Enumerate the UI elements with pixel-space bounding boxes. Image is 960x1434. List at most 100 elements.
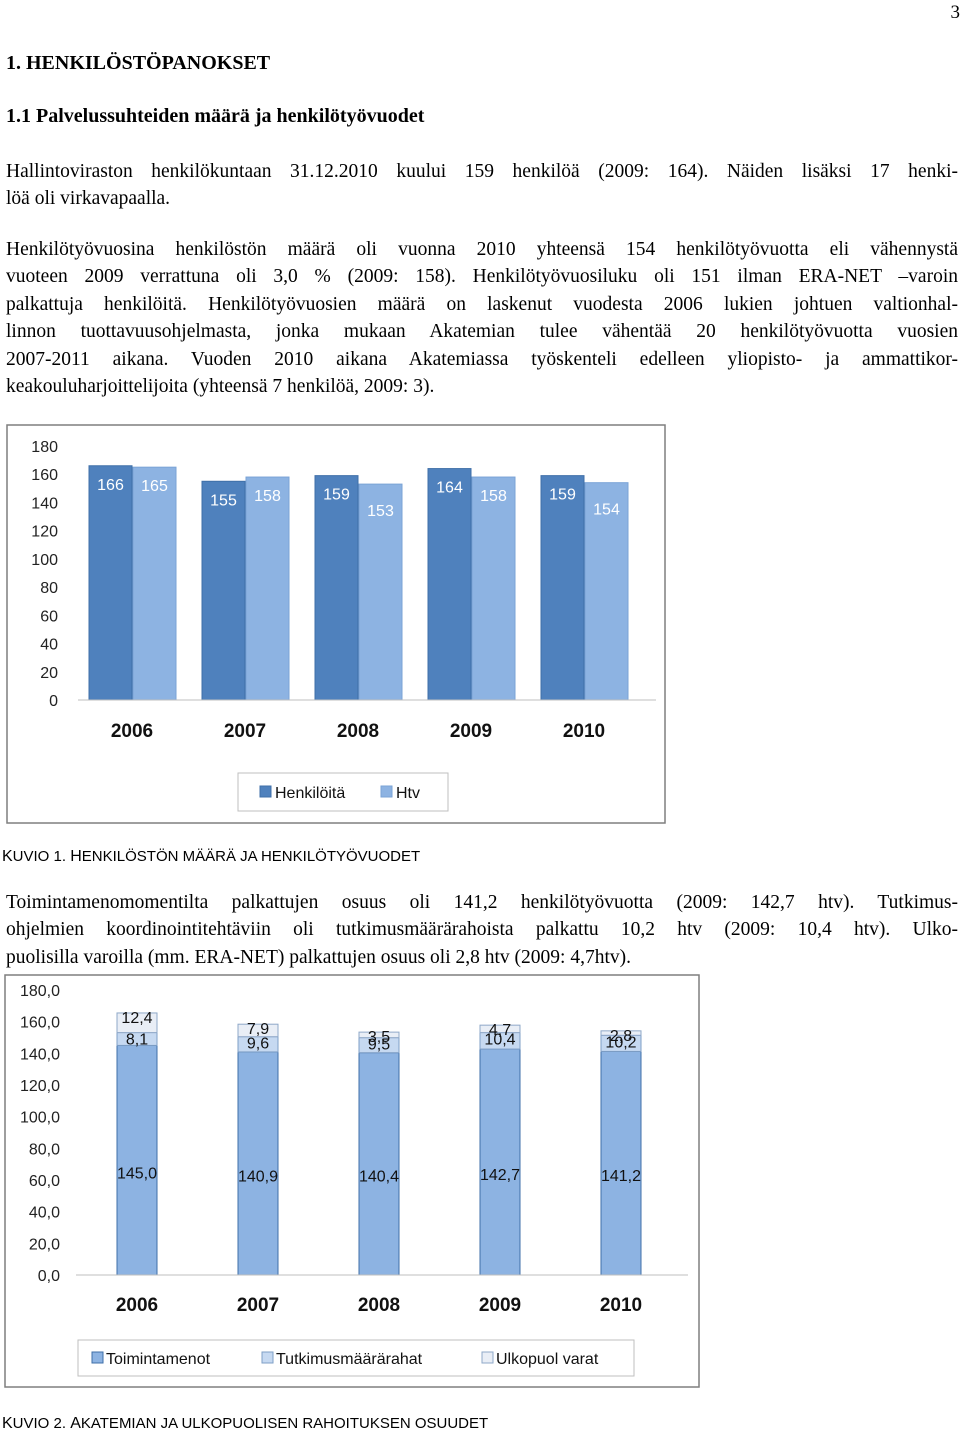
data-label: 159 — [323, 487, 350, 504]
data-label: 140,4 — [359, 1169, 399, 1186]
text-line: Toimintamenomomentilta palkattujen osuus… — [6, 892, 958, 913]
text-line: Henkilötyövuosina henkilöstön määrä oli … — [6, 239, 958, 260]
text-line: ohjelmien koordinointitehtäviin oli tutk… — [6, 919, 958, 941]
data-label: 153 — [367, 503, 394, 520]
text-line: löä oli virkavapaalla. — [6, 188, 171, 210]
section-heading: 1. HENKILÖSTÖPANOKSET — [6, 52, 271, 74]
figure-caption-1: KUVIO 1. HENKILÖSTÖN MÄÄRÄ JA HENKILÖTYÖ… — [2, 848, 420, 866]
y-tick-label: 120,0 — [20, 1078, 60, 1095]
bar-segment-ulkopuol-varat — [479, 1024, 521, 1034]
data-label: 166 — [97, 477, 124, 494]
y-tick-label: 60,0 — [29, 1173, 60, 1190]
page-number: 3 — [950, 2, 960, 23]
y-tick-label: 80 — [40, 580, 58, 597]
figure-caption-2: KUVIO 2. AKATEMIAN JA ULKOPUOLISEN RAHOI… — [2, 1415, 488, 1433]
data-label: 9,6 — [247, 1036, 269, 1053]
y-tick-label: 0,0 — [38, 1268, 60, 1285]
y-tick-label: 0 — [49, 693, 58, 710]
legend-label: Toimintamenot — [106, 1351, 211, 1368]
caption-letter: K — [2, 1415, 13, 1432]
text-line: keakouluharjoittelijoita (yhteensä 7 hen… — [6, 376, 435, 398]
y-tick-label: 180 — [31, 439, 58, 456]
caption-letter: H — [70, 848, 82, 865]
caption-title: ENKILÖSTÖN MÄÄRÄ JA HENKILÖTYÖVUODET — [81, 848, 421, 865]
data-label: 142,7 — [480, 1167, 520, 1184]
caption-letter: K — [2, 848, 13, 865]
y-tick-label: 160 — [31, 467, 58, 484]
category-label: 2010 — [600, 1295, 642, 1316]
bar-segment-ulkopuol-varat — [358, 1031, 400, 1039]
bar-henkiloita — [427, 468, 472, 701]
text-line: 2007-2011 aikana. Vuoden 2010 aikana Aka… — [6, 348, 958, 370]
legend-swatch — [259, 785, 272, 798]
y-tick-label: 40 — [40, 637, 58, 654]
legend-swatch — [380, 785, 393, 798]
chart-border — [4, 974, 700, 1388]
data-label: 7,9 — [247, 1021, 269, 1038]
bar-segment-toimintamenot — [116, 1044, 158, 1276]
bar-htv — [132, 466, 177, 701]
caption-prefix: UVIO 1. — [12, 848, 71, 865]
y-tick-label: 20,0 — [29, 1236, 60, 1253]
y-tick-label: 100,0 — [20, 1110, 60, 1127]
data-label: 145,0 — [117, 1166, 157, 1183]
bar-henkiloita — [540, 475, 585, 701]
legend-swatch — [261, 1351, 274, 1364]
category-label: 2006 — [111, 721, 153, 742]
y-tick-label: 60 — [40, 608, 58, 625]
legend-label: Henkilöitä — [275, 785, 345, 802]
data-label: 2,8 — [610, 1028, 632, 1045]
data-label: 141,2 — [601, 1168, 641, 1185]
category-label: 2009 — [479, 1295, 521, 1316]
paragraph-headcount: Hallintoviraston henkilökuntaan 31.12.20… — [6, 158, 958, 213]
bar-segment-toimintamenot — [479, 1048, 521, 1276]
data-label: 4,7 — [489, 1022, 511, 1039]
data-label: 165 — [141, 478, 168, 495]
data-label: 9,5 — [368, 1037, 390, 1054]
text-line: Hallintoviraston henkilökuntaan 31.12.20… — [6, 161, 958, 182]
data-label: 12,4 — [121, 1010, 152, 1027]
y-tick-label: 20 — [40, 665, 58, 682]
legend-label: Tutkimusmäärärahat — [276, 1351, 423, 1368]
chart-personnel-svg: 0 20 40 60 80 100 120 140 160 180 166 165 2006 155 158… — [6, 424, 666, 824]
bar-henkiloita — [314, 475, 359, 701]
y-tick-label: 140 — [31, 495, 58, 512]
paragraph-person-years: Henkilötyövuosina henkilöstön määrä oli … — [6, 236, 958, 400]
data-label: 3,5 — [368, 1029, 390, 1046]
chart-funding: 0,0 20,0 40,0 60,0 80,0 100,0 120,0 140,0 160,0 1… — [4, 974, 700, 1388]
chart-funding-svg: 0,0 20,0 40,0 60,0 80,0 100,0 120,0 140,0 160,0 1… — [4, 974, 700, 1388]
legend-label: Htv — [396, 785, 420, 802]
text-line: puolisilla varoilla (mm. ERA-NET) palkat… — [6, 946, 631, 968]
bar-htv — [471, 476, 516, 701]
bar-segment-toimintamenot — [600, 1050, 642, 1276]
data-label: 158 — [480, 488, 507, 505]
text-line: linnon tuottavuusohjelmasta, jonka mukaa… — [6, 321, 958, 343]
data-label: 159 — [549, 487, 576, 504]
data-label: 10,4 — [484, 1032, 515, 1049]
y-tick-label: 160,0 — [20, 1015, 60, 1032]
y-tick-label: 40,0 — [29, 1205, 60, 1222]
category-label: 2010 — [563, 721, 605, 742]
legend-box — [237, 772, 449, 812]
y-tick-label: 120 — [31, 524, 58, 541]
category-label: 2006 — [116, 1295, 158, 1316]
data-label: 164 — [436, 480, 463, 497]
bar-henkiloita — [88, 465, 133, 701]
data-label: 158 — [254, 488, 281, 505]
bar-htv — [358, 483, 403, 701]
data-label: 155 — [210, 492, 237, 509]
legend-swatch — [481, 1351, 494, 1364]
bar-segment-toimintamenot — [358, 1052, 400, 1276]
legend-label: Ulkopuol varat — [496, 1351, 599, 1368]
bar-henkiloita — [201, 480, 246, 701]
text-line: vuoteen 2009 verrattuna oli 3,0 % (2009:… — [6, 266, 958, 288]
category-label: 2007 — [237, 1295, 279, 1316]
chart-personnel: 0 20 40 60 80 100 120 140 160 180 166 165 2006 155 158… — [6, 424, 666, 824]
bar-htv — [584, 482, 629, 701]
caption-prefix: UVIO 2. — [12, 1415, 71, 1432]
subsection-heading: 1.1 Palvelussuhteiden määrä ja henkilöty… — [6, 105, 425, 127]
category-label: 2008 — [337, 721, 379, 742]
bar-segment-ulkopuol-varat — [600, 1030, 642, 1036]
data-label: 154 — [593, 502, 620, 519]
data-label: 8,1 — [126, 1032, 148, 1049]
